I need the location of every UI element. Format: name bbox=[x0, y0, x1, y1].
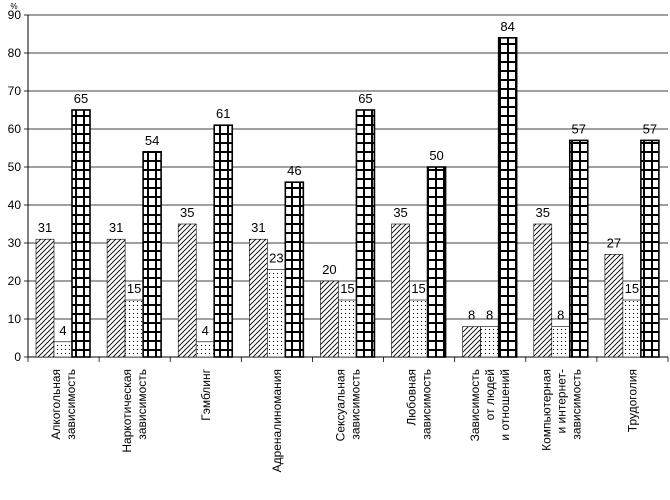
data-label: 31 bbox=[38, 220, 52, 235]
category-label: Сексуальная зависимость bbox=[334, 369, 363, 441]
y-tick-label: 60 bbox=[8, 122, 22, 136]
data-label: 31 bbox=[251, 220, 265, 235]
gridlines bbox=[28, 14, 668, 320]
data-label: 8 bbox=[486, 308, 493, 323]
category-label-line: Зависимость bbox=[468, 369, 482, 441]
category-label-line: Наркотическая bbox=[120, 369, 134, 453]
category-label-line: Трудоголия bbox=[625, 369, 639, 432]
data-label: 20 bbox=[322, 262, 336, 277]
bar-series-1 bbox=[106, 238, 126, 358]
bar-series-3 bbox=[142, 151, 162, 358]
bar-series-1 bbox=[391, 223, 410, 358]
data-label: 15 bbox=[127, 281, 141, 296]
data-label: 57 bbox=[643, 121, 657, 136]
category-label-line: Сексуальная bbox=[334, 369, 348, 441]
bar-series-1 bbox=[320, 280, 339, 358]
bar-series-3 bbox=[355, 109, 376, 358]
bar-series-2 bbox=[551, 326, 571, 358]
data-label: 35 bbox=[536, 205, 550, 220]
bar-series-3 bbox=[71, 109, 91, 358]
bar-series-2 bbox=[267, 269, 286, 358]
category-label-line: зависимость bbox=[349, 369, 363, 440]
category-label: Адреналиномания bbox=[270, 369, 284, 472]
category-label-line: Любовная bbox=[405, 369, 419, 426]
bar-series-3 bbox=[426, 166, 447, 358]
data-label: 4 bbox=[202, 323, 209, 338]
category-label: Зависимость от людей и отношений bbox=[468, 369, 512, 441]
category-label: Алкогольная зависимость bbox=[49, 369, 78, 440]
bar-series-1 bbox=[177, 223, 197, 358]
category-label-line: зависимость bbox=[135, 369, 149, 440]
category-label-line: Гэмблинг bbox=[199, 368, 213, 420]
axes: 0 10 20 30 40 50 60 70 80 90 bbox=[8, 8, 669, 364]
data-label: 15 bbox=[411, 281, 425, 296]
bar-series-3 bbox=[284, 181, 305, 358]
data-label: 15 bbox=[340, 281, 354, 296]
bar-series-1 bbox=[604, 254, 624, 358]
data-label: 4 bbox=[59, 323, 66, 338]
y-tick-label: 20 bbox=[8, 274, 22, 288]
bar-series-1 bbox=[533, 223, 553, 358]
category-label-line: от людей bbox=[483, 369, 497, 420]
bar-series-3 bbox=[497, 36, 518, 358]
y-tick-label: 70 bbox=[8, 84, 22, 98]
category-labels: Алкогольная зависимость Наркотическая завис… bbox=[49, 368, 639, 472]
bar-series-2 bbox=[195, 341, 215, 358]
data-label: 57 bbox=[572, 121, 586, 136]
y-axis-label: % bbox=[10, 2, 17, 11]
y-tick-label: 10 bbox=[8, 312, 22, 326]
data-label: 35 bbox=[393, 205, 407, 220]
category-label-line: зависимость bbox=[64, 369, 78, 440]
bar-series-2 bbox=[53, 341, 73, 358]
bar-series-3 bbox=[213, 124, 234, 358]
bar-series-2 bbox=[480, 326, 499, 358]
bar-series-2 bbox=[409, 299, 428, 358]
category-label: Наркотическая зависимость bbox=[120, 369, 149, 453]
bar-series-1 bbox=[35, 238, 55, 358]
data-label: 35 bbox=[180, 205, 194, 220]
data-label: 61 bbox=[216, 106, 230, 121]
data-label: 8 bbox=[468, 308, 475, 323]
y-tick-label: 90 bbox=[8, 8, 22, 22]
y-tick-label: 50 bbox=[8, 160, 22, 174]
data-label: 23 bbox=[269, 251, 283, 266]
data-label: 46 bbox=[287, 163, 301, 178]
data-label: 54 bbox=[145, 133, 159, 148]
y-tick-label: 30 bbox=[8, 236, 22, 250]
bar-series-2 bbox=[124, 299, 144, 358]
bar-series-3 bbox=[640, 139, 660, 358]
data-label: 27 bbox=[607, 235, 621, 250]
data-label: 65 bbox=[74, 91, 88, 106]
category-label-line: Адреналиномания bbox=[270, 369, 284, 472]
category-label: Любовная зависимость bbox=[405, 369, 434, 440]
category-label-line: Алкогольная bbox=[49, 369, 63, 440]
category-label-line: и интернет- bbox=[554, 369, 568, 433]
data-label: 50 bbox=[429, 148, 443, 163]
category-label: Трудоголия bbox=[625, 369, 639, 432]
bar-series-2 bbox=[338, 299, 357, 358]
category-label: Гэмблинг bbox=[199, 368, 213, 420]
bars bbox=[35, 36, 660, 358]
bar-series-2 bbox=[622, 299, 642, 358]
y-tick-label: 0 bbox=[14, 350, 21, 364]
y-tick-label: 80 bbox=[8, 46, 22, 60]
category-label-line: зависимость bbox=[420, 369, 434, 440]
bar-series-1 bbox=[249, 238, 268, 358]
category-label-line: и отношений bbox=[498, 369, 512, 441]
category-label-line: Компьютерная bbox=[539, 369, 553, 451]
data-label: 65 bbox=[358, 91, 372, 106]
category-label-line: зависимость bbox=[569, 369, 583, 440]
data-label: 31 bbox=[109, 220, 123, 235]
bar-series-3 bbox=[568, 139, 589, 358]
data-label: 15 bbox=[625, 281, 639, 296]
bar-series-1 bbox=[462, 326, 481, 358]
y-tick-label: 40 bbox=[8, 198, 22, 212]
data-label: 8 bbox=[557, 308, 564, 323]
category-label: Компьютерная и интернет-зависимость bbox=[539, 369, 583, 451]
data-label: 84 bbox=[500, 19, 514, 34]
